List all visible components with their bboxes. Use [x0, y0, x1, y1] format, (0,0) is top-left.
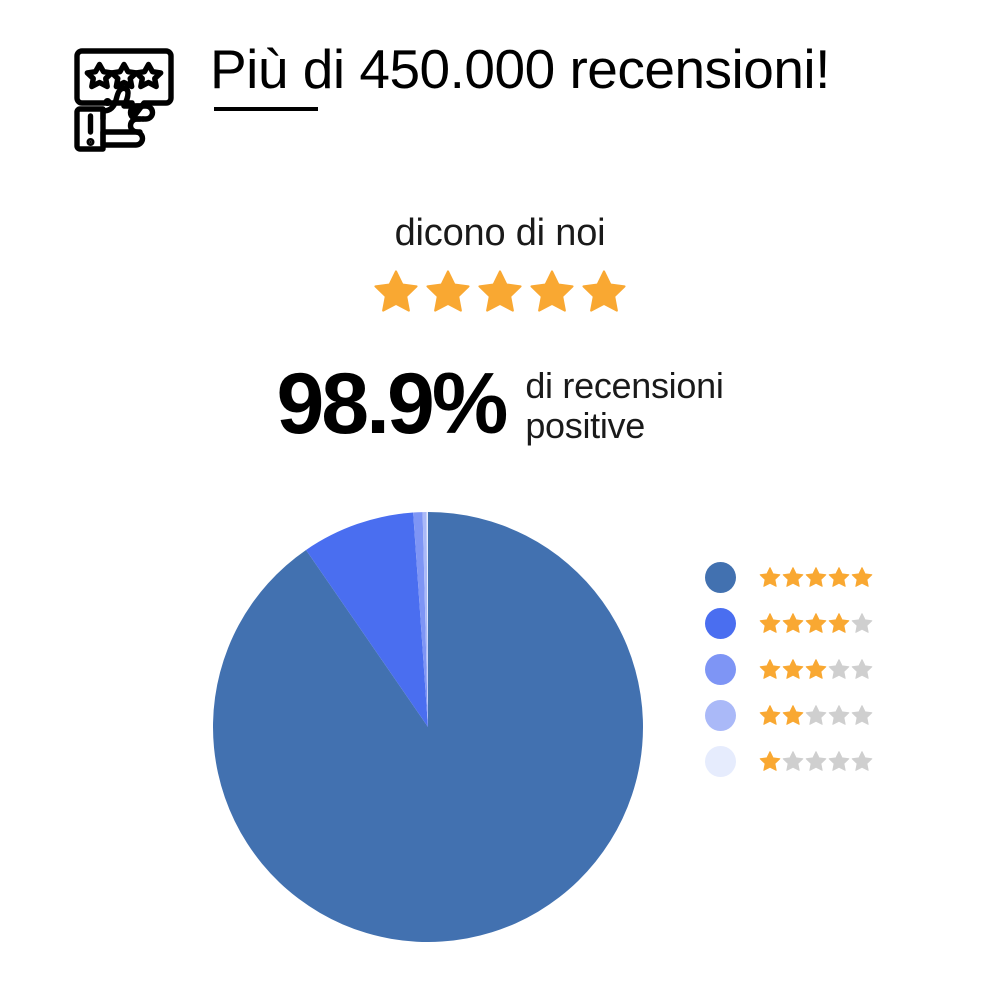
- legend-row[interactable]: [705, 699, 873, 731]
- star-filled-icon: [759, 659, 781, 679]
- star-empty-icon: [828, 705, 850, 725]
- star-filled-icon: [805, 567, 827, 587]
- star-filled-icon: [782, 567, 804, 587]
- legend-row[interactable]: [705, 745, 873, 777]
- legend-color-dot: [705, 561, 736, 593]
- star-empty-icon: [828, 751, 850, 771]
- legend-star-rating: [759, 658, 873, 680]
- ratings-chart-section: [0, 480, 1000, 980]
- legend-row[interactable]: [705, 653, 873, 685]
- star-filled-icon: [426, 270, 470, 312]
- legend-row[interactable]: [705, 607, 873, 639]
- legend-star-rating: [759, 750, 873, 772]
- star-filled-icon: [805, 659, 827, 679]
- star-empty-icon: [851, 751, 873, 771]
- pie-slice: [213, 512, 643, 942]
- ratings-pie-chart: [213, 512, 643, 942]
- page-title: Più di 450.000 recensioni!: [210, 38, 830, 100]
- legend-color-dot: [705, 607, 736, 639]
- star-filled-icon: [582, 270, 626, 312]
- star-filled-icon: [759, 751, 781, 771]
- star-filled-icon: [782, 613, 804, 633]
- positive-reviews-stat: 98.9% di recensioni positive: [0, 358, 1000, 450]
- star-filled-icon: [782, 705, 804, 725]
- star-filled-icon: [478, 270, 522, 312]
- overall-rating-stars: [0, 268, 1000, 314]
- legend-star-rating: [759, 566, 873, 588]
- pie-slice: [422, 512, 428, 727]
- legend-color-dot: [705, 653, 736, 685]
- legend-color-dot: [705, 699, 736, 731]
- positive-reviews-label: di recensioni positive: [525, 365, 724, 446]
- star-empty-icon: [851, 659, 873, 679]
- star-empty-icon: [782, 751, 804, 771]
- star-filled-icon: [805, 613, 827, 633]
- header-text-group: Più di 450.000 recensioni!: [210, 38, 830, 111]
- star-filled-icon: [759, 567, 781, 587]
- star-filled-icon: [828, 613, 850, 633]
- positive-reviews-label-line1: di recensioni: [525, 365, 724, 406]
- star-empty-icon: [805, 751, 827, 771]
- legend-color-dot: [705, 745, 736, 777]
- star-empty-icon: [851, 705, 873, 725]
- star-filled-icon: [530, 270, 574, 312]
- legend-row[interactable]: [705, 561, 873, 593]
- pie-slice: [413, 512, 428, 727]
- page-header: Più di 450.000 recensioni!: [70, 38, 830, 156]
- pie-slice: [306, 512, 428, 727]
- star-empty-icon: [851, 613, 873, 633]
- star-filled-icon: [851, 567, 873, 587]
- star-filled-icon: [782, 659, 804, 679]
- subtitle-block: dicono di noi: [0, 210, 1000, 314]
- star-empty-icon: [828, 659, 850, 679]
- legend-star-rating: [759, 612, 873, 634]
- star-empty-icon: [805, 705, 827, 725]
- star-filled-icon: [759, 705, 781, 725]
- title-underline: [214, 107, 318, 111]
- subtitle-text: dicono di noi: [394, 212, 606, 254]
- star-filled-icon: [759, 613, 781, 633]
- legend-star-rating: [759, 704, 873, 726]
- positive-reviews-label-line2: positive: [525, 405, 645, 446]
- star-filled-icon: [374, 270, 418, 312]
- star-filled-icon: [828, 567, 850, 587]
- positive-reviews-percentage: 98.9%: [276, 356, 508, 452]
- ratings-legend: [705, 561, 873, 777]
- thumbs-up-review-icon: [70, 44, 178, 156]
